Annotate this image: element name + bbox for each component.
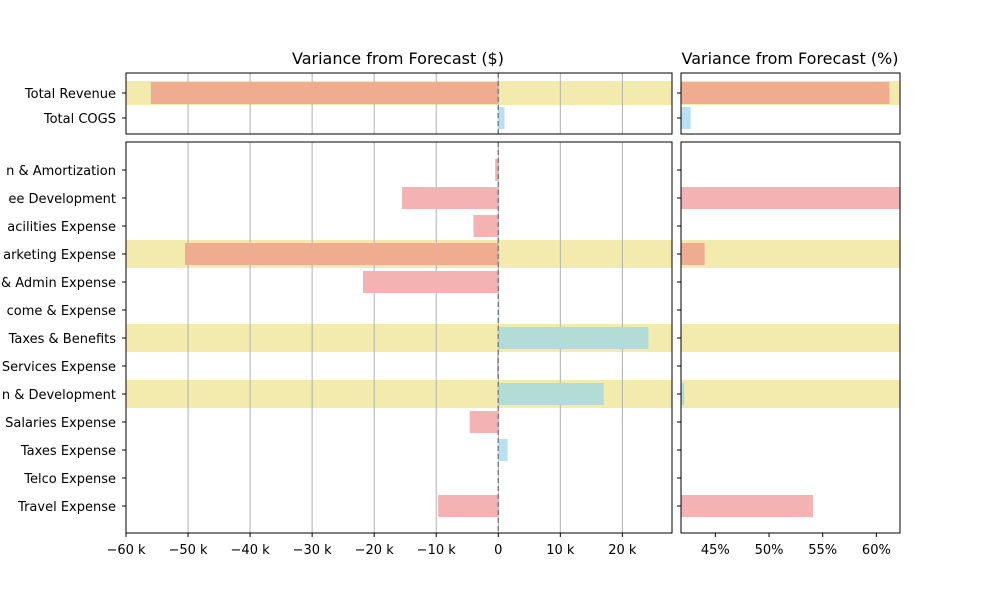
dollar-top-axes-frame — [125, 72, 673, 135]
category-label: Salaries Expense — [5, 416, 116, 431]
bar — [498, 439, 508, 461]
category-label: Taxes Expense — [20, 444, 116, 459]
category-label: Taxes & Benefits — [8, 332, 117, 347]
category-label: come & Expense — [7, 304, 116, 319]
category-label: acilities Expense — [7, 220, 116, 235]
bar — [681, 383, 685, 405]
bar — [150, 82, 499, 104]
bar — [184, 243, 499, 265]
category-label: & Admin Expense — [1, 276, 116, 291]
bar — [681, 495, 814, 517]
x-tick-label: −60 k — [106, 543, 146, 558]
x-tick-label: −20 k — [355, 543, 395, 558]
bar — [363, 271, 499, 293]
category-label: ee Development — [8, 192, 116, 207]
x-tick-label: 20 k — [608, 543, 637, 558]
dollar-top-plot-area — [126, 73, 672, 134]
bar — [469, 411, 499, 433]
bar — [438, 495, 499, 517]
highlight-band — [681, 240, 900, 268]
category-label: Travel Expense — [17, 500, 116, 515]
x-tick-label: −40 k — [231, 543, 271, 558]
dollar-bottom-plot-area — [126, 142, 672, 533]
x-tick-label: 45% — [701, 543, 730, 558]
x-tick-label: 50% — [755, 543, 784, 558]
bar — [498, 383, 604, 405]
category-label: Services Expense — [2, 360, 116, 375]
bar — [681, 187, 900, 209]
bar — [495, 159, 499, 181]
highlight-band — [681, 324, 900, 352]
bar — [681, 107, 691, 129]
x-tick-label: −10 k — [417, 543, 457, 558]
x-tick-label: 0 — [494, 543, 502, 558]
x-tick-label: 55% — [808, 543, 837, 558]
chart-title-percent: Variance from Forecast (%) — [682, 49, 899, 68]
bar — [681, 243, 705, 265]
percent-bottom-plot-area — [681, 187, 900, 517]
bar — [402, 187, 499, 209]
category-label: arketing Expense — [3, 248, 116, 263]
category-label: Total Revenue — [24, 87, 116, 102]
category-label: n & Amortization — [6, 164, 116, 179]
percent-top-axes-frame — [680, 72, 901, 135]
category-label: Total COGS — [43, 112, 116, 127]
x-tick-label: −30 k — [293, 543, 333, 558]
chart-title-dollar: Variance from Forecast ($) — [292, 49, 504, 68]
x-tick-label: −50 k — [168, 543, 208, 558]
highlight-band — [681, 380, 900, 408]
bar — [498, 107, 505, 129]
percent-top-plot-area — [681, 81, 900, 129]
bar — [473, 215, 499, 237]
bar — [681, 82, 890, 104]
x-tick-label: 10 k — [546, 543, 575, 558]
category-label: Telco Expense — [23, 472, 116, 487]
category-label: n & Development — [2, 388, 116, 403]
x-tick-label: 60% — [862, 543, 891, 558]
bar — [498, 327, 649, 349]
